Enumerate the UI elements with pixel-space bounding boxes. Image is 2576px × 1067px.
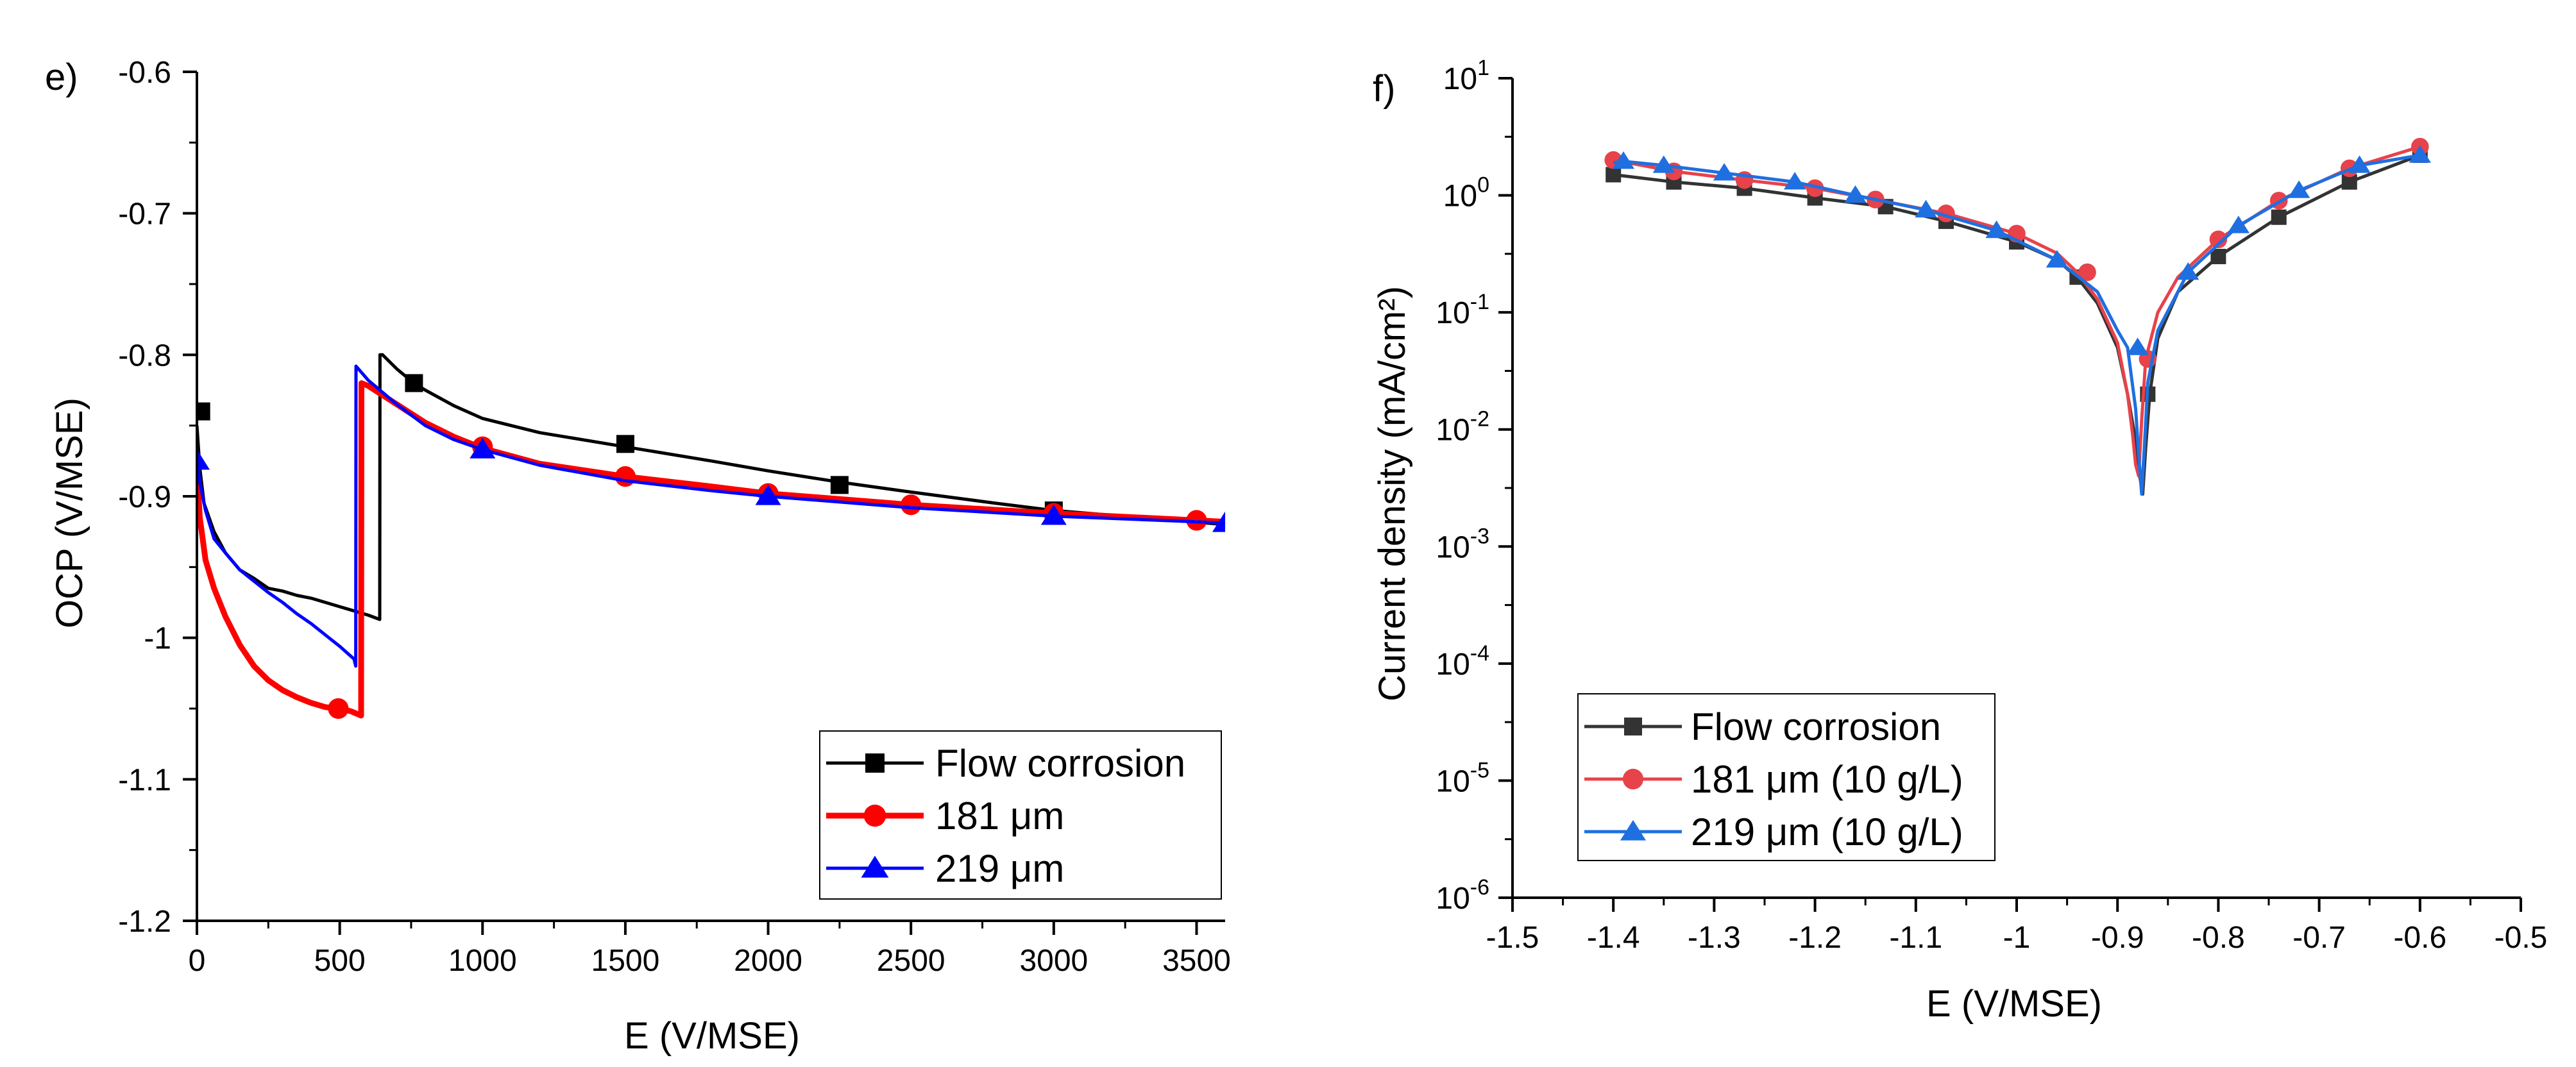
plot-area-f: -1.5 -1.4 -1.3 -1.2 -1.1 -1 -0.9 -0.8 -0.7 -0.6 -0… — [1436, 56, 2547, 955]
data-point-e-0 — [616, 435, 634, 453]
legend-label-f: 181 μm (10 g/L) — [1691, 758, 1963, 801]
data-point-f-2 — [1652, 155, 1675, 173]
plot-area-e: 0 500 1000 1500 2000 2500 3000 3500 -1.2 -1.1 -1 -0… — [118, 56, 1231, 978]
y-tick-label-f: 10-3 — [1436, 524, 1489, 564]
data-point-f-2 — [1713, 163, 1736, 181]
x-tick-label-f: -0.5 — [2495, 921, 2548, 955]
data-point-f-2 — [1784, 172, 1806, 190]
data-point-e-1 — [328, 698, 349, 719]
data-point-f-2 — [2046, 249, 2069, 268]
legend-marker-e — [863, 804, 886, 827]
data-point-f-2 — [2177, 262, 2199, 280]
legend-label-e: 181 μm — [935, 794, 1064, 837]
chart-panel-f: f) -1.5 -1.4 -1.3 -1.2 -1.1 -1 -0.9 -0.8 -0.7 -0.… — [1371, 56, 2547, 1025]
series-line-e-2 — [197, 364, 1225, 668]
x-tick-label-f: -1.3 — [1688, 921, 1741, 955]
panel-label-e: e) — [45, 56, 78, 98]
legend-marker-f — [1622, 768, 1644, 790]
x-tick-label-f: -1.5 — [1486, 921, 1539, 955]
y-tick-label-f: 10-1 — [1436, 290, 1489, 330]
data-point-e-1 — [901, 494, 922, 516]
x-tick-label-e: 1500 — [591, 944, 660, 978]
legend-e: Flow corrosion 181 μm 219 μm — [819, 730, 1222, 900]
data-point-f-2 — [1915, 199, 1937, 218]
x-tick-label-f: -0.9 — [2091, 921, 2144, 955]
y-tick-label-f: 101 — [1443, 56, 1489, 96]
y-tick-label-f: 10-6 — [1436, 875, 1489, 916]
legend-label-f: 219 μm (10 g/L) — [1691, 811, 1963, 853]
x-tick-label-f: -1.1 — [1889, 921, 1942, 955]
data-point-f-2 — [1612, 151, 1635, 169]
x-tick-label-f: -0.8 — [2192, 921, 2245, 955]
x-tick-label-e: 1000 — [448, 944, 517, 978]
y-tick-label-f: 100 — [1443, 173, 1489, 214]
series-line-f-2 — [1613, 153, 2421, 496]
data-point-e-2 — [755, 484, 781, 505]
x-tick-label-f: -1.2 — [1788, 921, 1842, 955]
legend-label-e: Flow corrosion — [935, 742, 1185, 785]
data-point-e-0 — [405, 374, 423, 392]
series-f-0 — [1606, 147, 2428, 496]
data-point-f-2 — [2348, 155, 2371, 173]
series-line-f-0 — [1613, 153, 2421, 496]
y-tick-label-f: 10-2 — [1436, 407, 1489, 448]
y-tick-label-f: 10-4 — [1436, 641, 1489, 682]
x-tick-label-e: 2000 — [734, 944, 802, 978]
x-tick-label-e: 3000 — [1019, 944, 1088, 978]
series-e-1 — [197, 380, 1225, 719]
y-tick-label-e: -1.1 — [118, 763, 171, 797]
data-point-e-2 — [1040, 504, 1067, 525]
legend-marker-f — [1624, 718, 1642, 735]
data-point-f-2 — [2409, 145, 2431, 163]
data-point-f-2 — [2288, 180, 2310, 198]
x-tick-label-f: -0.6 — [2393, 921, 2446, 955]
legend-marker-e — [861, 855, 889, 878]
legend-marker-e — [865, 753, 885, 773]
x-tick-label-e: 3500 — [1162, 944, 1231, 978]
data-point-f-1 — [2209, 230, 2228, 249]
data-point-e-0 — [197, 402, 210, 421]
legend-marker-f — [1620, 819, 1647, 841]
data-point-f-0 — [2271, 209, 2287, 225]
y-tick-label-e: -1.2 — [118, 905, 171, 939]
y-axis-title-f: Current density (mA/cm²) — [1371, 286, 1413, 702]
y-tick-label-e: -0.9 — [118, 480, 171, 514]
data-point-f-0 — [2210, 249, 2226, 265]
y-tick-label-f: 10-5 — [1436, 758, 1489, 798]
data-point-f-2 — [1985, 220, 2008, 239]
x-axis-title-e: E (V/MSE) — [624, 1015, 800, 1057]
x-tick-label-e: 500 — [314, 944, 366, 978]
data-point-e-2 — [470, 437, 496, 458]
legend-f: Flow corrosion 181 μm (10 g/L) 219 μm (10 … — [1577, 693, 1996, 861]
data-point-e-1 — [614, 466, 636, 487]
x-tick-label-f: -0.7 — [2292, 921, 2346, 955]
data-point-e-2 — [197, 449, 210, 470]
legend-label-f: Flow corrosion — [1691, 705, 1941, 748]
series-e-2 — [197, 364, 1225, 668]
series-line-e-1 — [197, 380, 1225, 719]
x-tick-label-e: 0 — [189, 944, 206, 978]
data-point-f-2 — [1844, 185, 1867, 203]
y-axis-title-e: OCP (V/MSE) — [49, 398, 90, 628]
legend-label-e: 219 μm — [935, 847, 1064, 890]
x-tick-label-f: -1 — [2003, 921, 2031, 955]
panel-label-f: f) — [1373, 68, 1395, 110]
data-point-f-0 — [1606, 167, 1622, 183]
data-point-e-0 — [830, 476, 849, 494]
y-tick-label-e: -0.7 — [118, 197, 171, 231]
data-point-f-1 — [1806, 179, 1824, 197]
chart-panel-e: e) 0 500 1000 1500 2000 2500 3000 3500 -1.2 -1.1 -… — [45, 56, 1231, 1057]
x-tick-label-e: 2500 — [877, 944, 945, 978]
data-point-f-1 — [2078, 263, 2096, 281]
series-f-2 — [1612, 145, 2431, 496]
y-tick-label-e: -0.6 — [118, 56, 171, 90]
data-point-f-2 — [2227, 215, 2250, 233]
y-tick-label-e: -0.8 — [118, 339, 171, 373]
x-tick-label-f: -1.4 — [1587, 921, 1640, 955]
data-point-e-2 — [1212, 511, 1225, 532]
x-axis-title-f: E (V/MSE) — [1926, 983, 2102, 1025]
y-tick-label-e: -1 — [144, 622, 171, 656]
data-point-f-2 — [2126, 337, 2149, 355]
